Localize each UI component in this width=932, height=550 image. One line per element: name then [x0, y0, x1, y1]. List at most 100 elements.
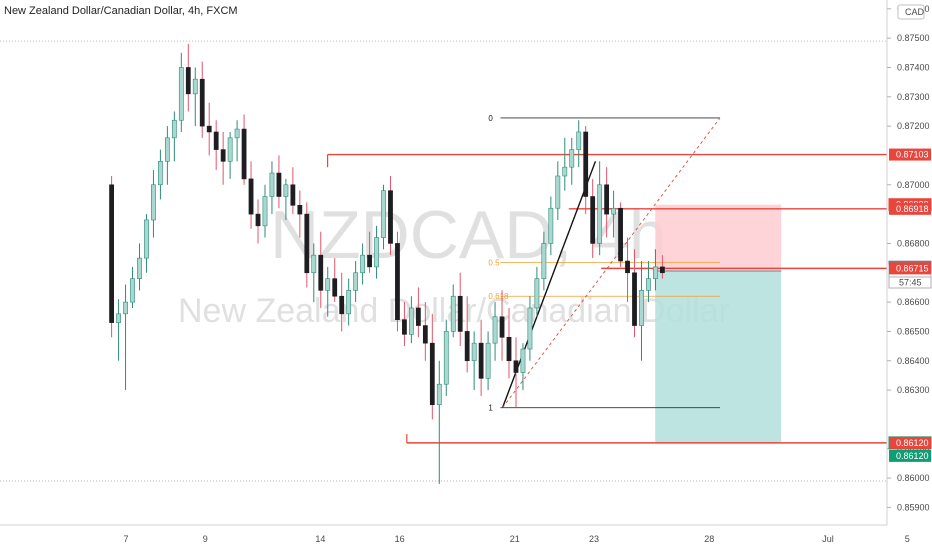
candle-body: [653, 266, 658, 279]
candle-body: [374, 237, 379, 268]
time-tick-label: 9: [203, 534, 208, 544]
price-tick-label: 0.86000: [897, 473, 930, 483]
candle-body: [569, 149, 575, 168]
candle-body: [325, 278, 331, 291]
candle-body: [164, 137, 170, 162]
fib-level-label: 0.618: [488, 292, 509, 301]
candle-body: [116, 313, 121, 323]
candle-body: [220, 149, 226, 162]
candle-body: [192, 78, 198, 95]
candle-body: [660, 266, 665, 274]
candle-body: [213, 131, 219, 150]
candle-body: [478, 342, 484, 379]
time-tick-label: 14: [315, 534, 325, 544]
candle-body: [248, 178, 254, 215]
risk-reward-tool[interactable]: [655, 204, 782, 443]
time-axis[interactable]: 791416212328Jul57: [123, 534, 932, 544]
candlestick-series: [109, 43, 665, 484]
candle-body: [199, 78, 205, 127]
price-tick-label: 0.85900: [897, 502, 930, 512]
time-tick-label: Jul: [822, 534, 834, 544]
candle-body: [395, 243, 400, 320]
price-tick-label: 0.86500: [897, 326, 930, 336]
candle-body: [506, 336, 512, 362]
candle-body: [185, 67, 191, 95]
candle-body: [360, 254, 365, 274]
candle-body: [548, 207, 554, 244]
fib-diagonal: [502, 117, 721, 408]
countdown-label: 57:45: [899, 278, 922, 288]
candle-body: [611, 207, 616, 215]
candle-body: [144, 219, 149, 259]
candle-body: [409, 307, 414, 335]
candle-body: [527, 307, 533, 350]
price-tick-label: 0.87400: [897, 62, 930, 72]
candle-body: [269, 172, 275, 197]
candle-body: [597, 184, 603, 244]
candle-body: [555, 175, 561, 209]
candle-body: [422, 325, 428, 344]
price-tags: 0.869320.867190.867060.861200.871030.869…: [888, 148, 932, 462]
stop-loss-zone[interactable]: [655, 204, 782, 272]
time-tick-label: 5: [905, 534, 910, 544]
candle-body: [499, 316, 505, 338]
candle-body: [415, 307, 421, 326]
candle-body: [346, 290, 352, 315]
candle-body: [464, 331, 470, 362]
candle-body: [632, 272, 637, 326]
candle-body: [283, 184, 289, 197]
fibonacci-retracement[interactable]: 0 0.5 0.618 1: [488, 114, 721, 413]
candle-body: [109, 184, 114, 323]
take-profit-zone[interactable]: [655, 271, 782, 443]
candle-body: [450, 295, 456, 332]
price-tick-label: 0.87000: [897, 180, 930, 190]
currency-label: CAD: [905, 7, 925, 17]
candle-body: [255, 213, 261, 227]
candle-body: [171, 119, 177, 139]
level-tag-label: 0.86918: [896, 204, 929, 214]
candle-body: [332, 278, 338, 297]
level-tag: [889, 436, 931, 449]
price-tick-label: 0.87300: [897, 92, 930, 102]
price-tick-label: 0.86800: [897, 238, 930, 248]
currency-badge[interactable]: [897, 4, 925, 20]
candle-body: [276, 172, 282, 197]
level-tag-label: 0.87103: [896, 150, 929, 160]
candle-body: [436, 383, 442, 406]
candle-body: [583, 131, 589, 197]
target-price-tag-label: 0.86120: [896, 451, 929, 461]
candle-body: [206, 125, 212, 133]
fib-level-label: 0: [488, 114, 493, 123]
price-tick-label: 0.86300: [897, 385, 930, 395]
candle-body: [429, 342, 435, 406]
candle-body: [402, 319, 407, 335]
level-tag-label: 0.86120: [896, 438, 929, 448]
candle-body: [158, 161, 163, 186]
time-tick-label: 28: [704, 534, 714, 544]
candle-body: [388, 190, 393, 244]
level-tag: [889, 262, 931, 275]
candle-body: [590, 196, 596, 244]
candle-body: [513, 360, 519, 373]
target-price-tag: [889, 449, 931, 462]
price-tick-label: 0.87200: [897, 121, 930, 131]
time-tick-label: 21: [510, 534, 520, 544]
price-tick-label: 0.87500: [897, 33, 930, 43]
candle-body: [625, 260, 630, 274]
countdown-tag: [888, 276, 932, 289]
candle-body: [297, 205, 303, 215]
level-tag: [889, 148, 931, 161]
candle-body: [457, 295, 463, 332]
fib-level-label: 0.5: [488, 259, 500, 268]
level-tag-label: 0.86715: [896, 263, 929, 273]
price-tick-label: 0.86600: [897, 297, 930, 307]
candle-body: [639, 290, 644, 326]
candle-body: [618, 207, 623, 262]
candle-body: [534, 278, 540, 309]
candle-body: [311, 254, 317, 274]
candle-body: [339, 295, 345, 315]
candle-body: [576, 131, 582, 150]
candle-body: [262, 196, 268, 227]
chart-title: New Zealand Dollar/Canadian Dollar, 4h, …: [4, 5, 238, 17]
